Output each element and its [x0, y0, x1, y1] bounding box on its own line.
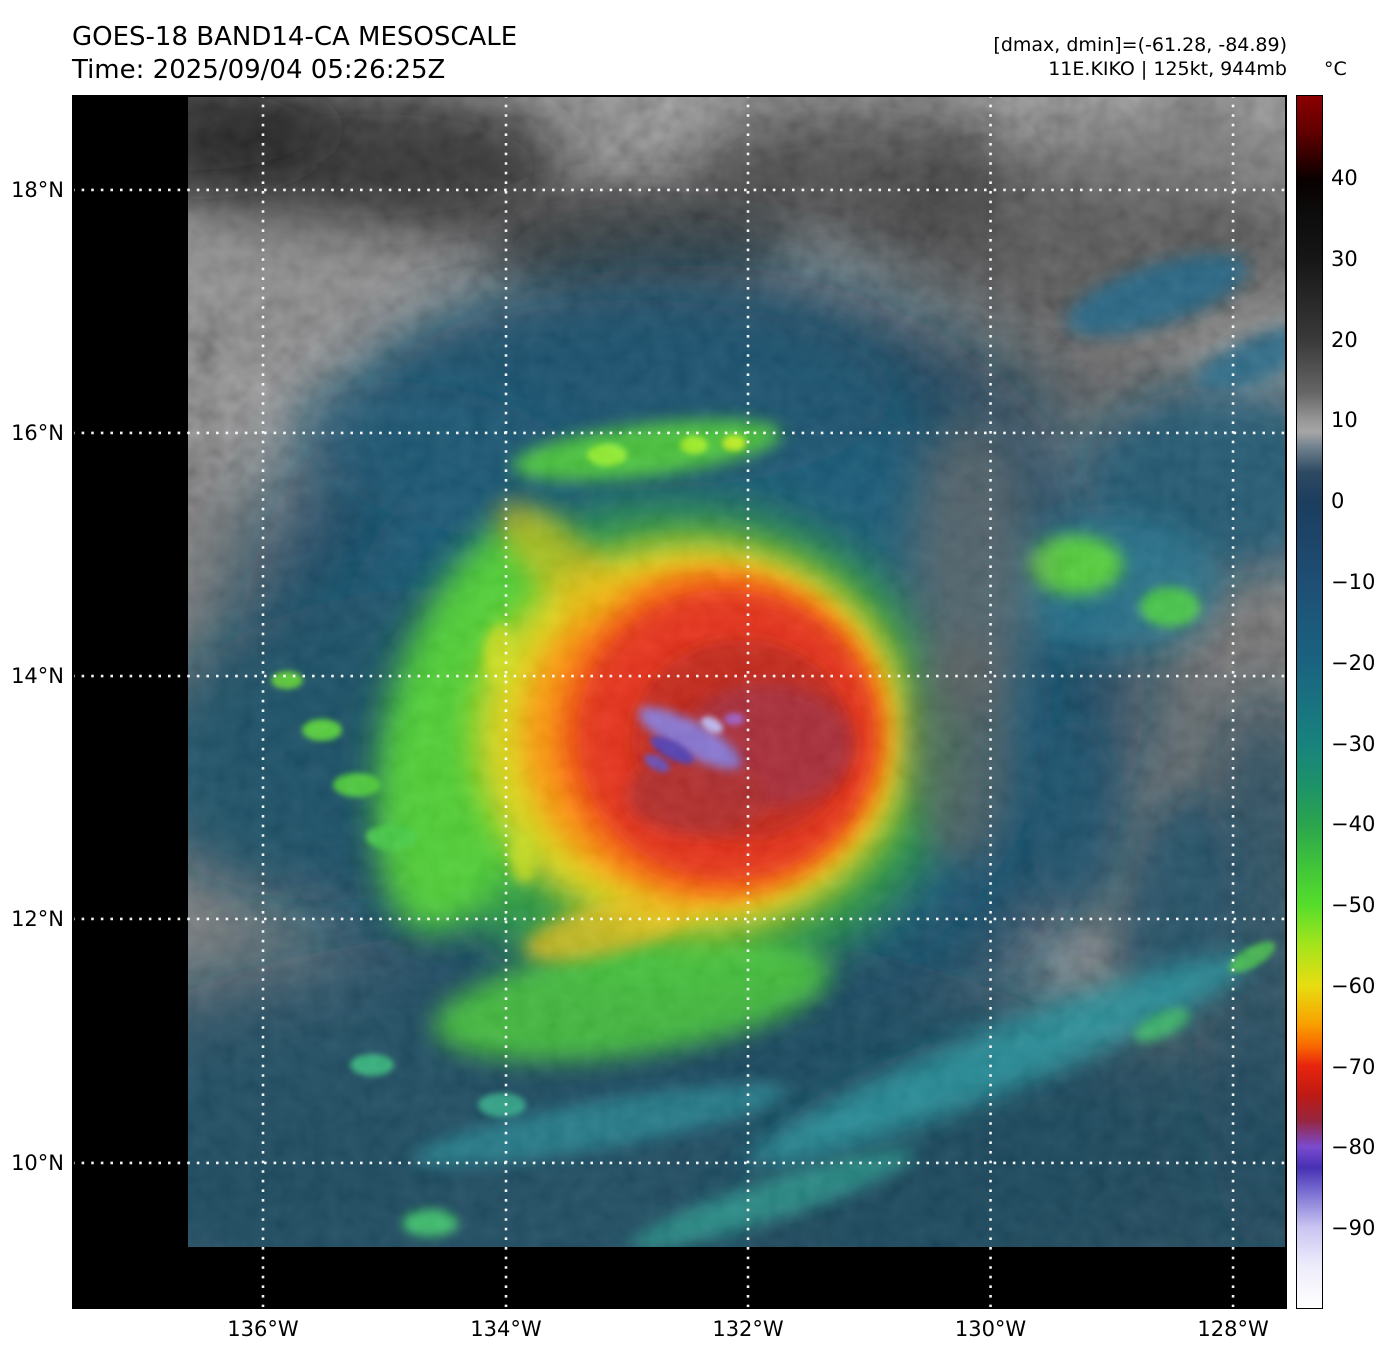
colorbar-tick-label: −50: [1331, 893, 1376, 918]
x-axis-tick-label: 134°W: [470, 1317, 542, 1341]
dmax-dmin-readout: [dmax, dmin]=(-61.28, -84.89): [993, 34, 1287, 56]
colorbar-tick-label: −10: [1331, 570, 1376, 595]
colorbar-tick-label: −90: [1331, 1216, 1376, 1241]
storm-status-readout: 11E.KIKO | 125kt, 944mb: [1048, 58, 1287, 80]
speckle-overlay: [72, 95, 1287, 1309]
colorbar: [1296, 95, 1323, 1309]
y-axis-tick-label: 14°N: [11, 664, 64, 689]
colorbar-tick-label: −40: [1331, 812, 1376, 837]
y-axis-tick-label: 12°N: [11, 906, 64, 931]
colorbar-tick-label: −60: [1331, 973, 1376, 998]
satellite-map: Copyright © 2020-2025 Dapiya: [72, 95, 1287, 1309]
colorbar-tick-label: 10: [1331, 408, 1358, 433]
stats-annotation: [dmax, dmin]=(-61.28, -84.89) 11E.KIKO |…: [993, 33, 1287, 81]
map-border: [72, 95, 1287, 1309]
y-axis-tick-label: 16°N: [11, 420, 64, 445]
y-axis-tick-label: 18°N: [11, 177, 64, 202]
colorbar-tick-label: 0: [1331, 489, 1345, 514]
colorbar-tick-label: −30: [1331, 731, 1376, 756]
y-axis-tick-label: 10°N: [11, 1150, 64, 1175]
colorbar-tick-label: −70: [1331, 1054, 1376, 1079]
colorbar-tick-label: −20: [1331, 650, 1376, 675]
colorbar-tick-label: 40: [1331, 166, 1358, 191]
figure-title: GOES-18 BAND14-CA MESOSCALE: [72, 22, 518, 52]
colorbar-tick-label: 30: [1331, 247, 1358, 271]
colorbar-tick-label: −80: [1331, 1135, 1376, 1160]
grid-overlay: [72, 95, 1287, 1309]
x-axis-tick-label: 136°W: [227, 1317, 299, 1341]
colorbar-tick-label: 20: [1331, 327, 1358, 352]
x-axis-tick-label: 128°W: [1197, 1317, 1269, 1341]
colorbar-unit-label: °C: [1324, 58, 1347, 80]
figure-timestamp: Time: 2025/09/04 05:26:25Z: [72, 55, 446, 85]
satellite-image: [72, 95, 1287, 1309]
x-axis-tick-label: 130°W: [954, 1317, 1027, 1341]
x-axis-tick-label: 132°W: [712, 1317, 784, 1341]
no-data-region: [72, 95, 1287, 1309]
